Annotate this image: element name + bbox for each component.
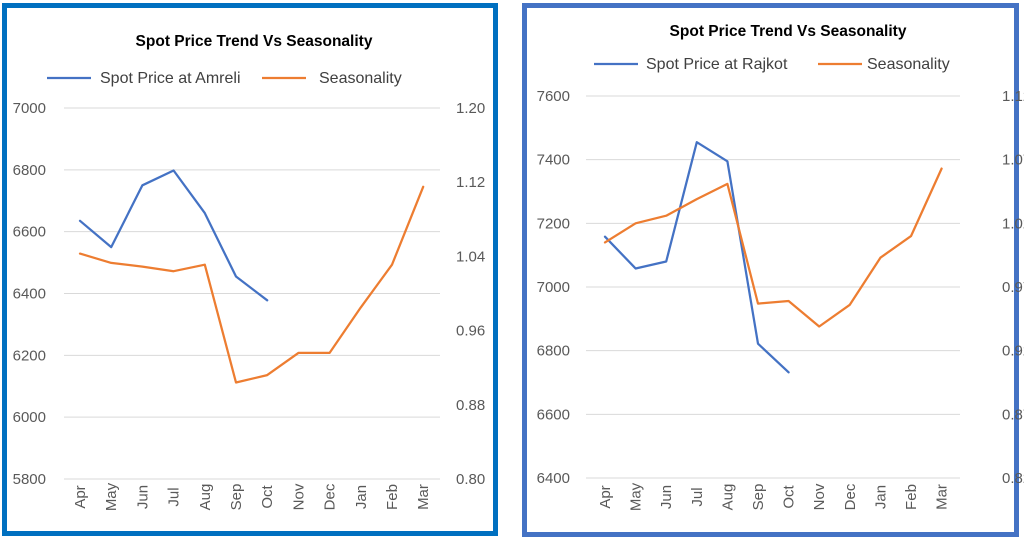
series-line-spot-price (78, 169, 269, 302)
y-left-tick-label: 7000 (13, 100, 46, 117)
x-tick-label: Nov (290, 483, 307, 510)
y-right-tick-label: 0.82 (1002, 470, 1024, 487)
y-right-tick-label: 0.80 (456, 471, 485, 488)
chart-title: Spot Price Trend Vs Seasonality (670, 23, 907, 40)
series-line-seasonality (603, 167, 943, 328)
x-tick-label: Nov (811, 483, 828, 510)
x-tick-label: Jul (166, 487, 183, 506)
legend-label: Seasonality (867, 56, 950, 73)
y-left-tick-label: 7200 (537, 215, 570, 232)
series-line-seasonality (78, 185, 425, 384)
x-tick-label: Jan (353, 485, 370, 509)
x-tick-label: Jun (134, 485, 151, 509)
x-tick-label: Jul (689, 487, 706, 506)
legend-label: Seasonality (319, 70, 402, 87)
chart-panel-rajkot (522, 3, 1019, 537)
y-right-tick-label: 0.97 (1002, 279, 1024, 296)
y-right-tick-label: 1.12 (456, 174, 485, 191)
y-left-tick-label: 6800 (13, 162, 46, 179)
x-tick-label: Apr (597, 485, 614, 508)
x-tick-label: Oct (781, 485, 798, 509)
x-tick-label: Sep (750, 484, 767, 511)
x-tick-label: May (103, 482, 120, 511)
x-tick-label: Dec (322, 483, 339, 510)
x-tick-label: Aug (197, 484, 214, 511)
y-left-tick-label: 6000 (13, 409, 46, 426)
chart-panel-amreli (2, 3, 498, 536)
y-left-tick-label: 6600 (13, 224, 46, 241)
x-tick-label: Jan (872, 485, 889, 509)
y-left-tick-label: 6600 (537, 406, 570, 423)
y-right-tick-label: 1.12 (1002, 88, 1024, 105)
chart-amreli: Spot Price Trend Vs Seasonality 5800 6000 6… (13, 33, 486, 511)
y-left-tick-label: 6400 (13, 286, 46, 303)
x-tick-label: Oct (259, 485, 276, 509)
x-tick-label: Dec (842, 483, 859, 510)
x-tick-label: Feb (903, 484, 920, 510)
x-tick-label: Aug (719, 484, 736, 511)
y-left-tick-label: 6200 (13, 347, 46, 364)
x-tick-label: Apr (72, 485, 89, 508)
x-tick-label: Feb (384, 484, 401, 510)
chart-rajkot: Spot Price Trend Vs Seasonality 6400 6600 6… (537, 23, 1024, 511)
y-left-tick-label: 7400 (537, 152, 570, 169)
y-right-tick-label: 1.07 (1002, 152, 1024, 169)
y-right-tick-label: 0.96 (456, 323, 485, 340)
series-line-spot-price (603, 141, 790, 374)
y-right-tick-label: 0.92 (1002, 343, 1024, 360)
chart-title: Spot Price Trend Vs Seasonality (136, 33, 373, 50)
y-left-tick-label: 6800 (537, 343, 570, 360)
y-left-tick-label: 7000 (537, 279, 570, 296)
y-right-tick-label: 0.88 (456, 397, 485, 414)
y-left-tick-label: 5800 (13, 471, 46, 488)
y-left-tick-label: 6400 (537, 470, 570, 487)
x-tick-label: May (628, 482, 645, 511)
legend-label: Spot Price at Rajkot (646, 56, 788, 73)
y-right-tick-label: 1.20 (456, 100, 485, 117)
y-right-tick-label: 1.04 (456, 248, 485, 265)
x-tick-label: Mar (415, 484, 432, 510)
x-tick-label: Mar (934, 484, 951, 510)
x-tick-label: Jun (658, 485, 675, 509)
y-right-tick-label: 0.87 (1002, 406, 1024, 423)
y-left-tick-label: 7600 (537, 88, 570, 105)
legend-label: Spot Price at Amreli (100, 70, 241, 87)
x-tick-label: Sep (228, 484, 245, 511)
y-right-tick-label: 1.02 (1002, 215, 1024, 232)
